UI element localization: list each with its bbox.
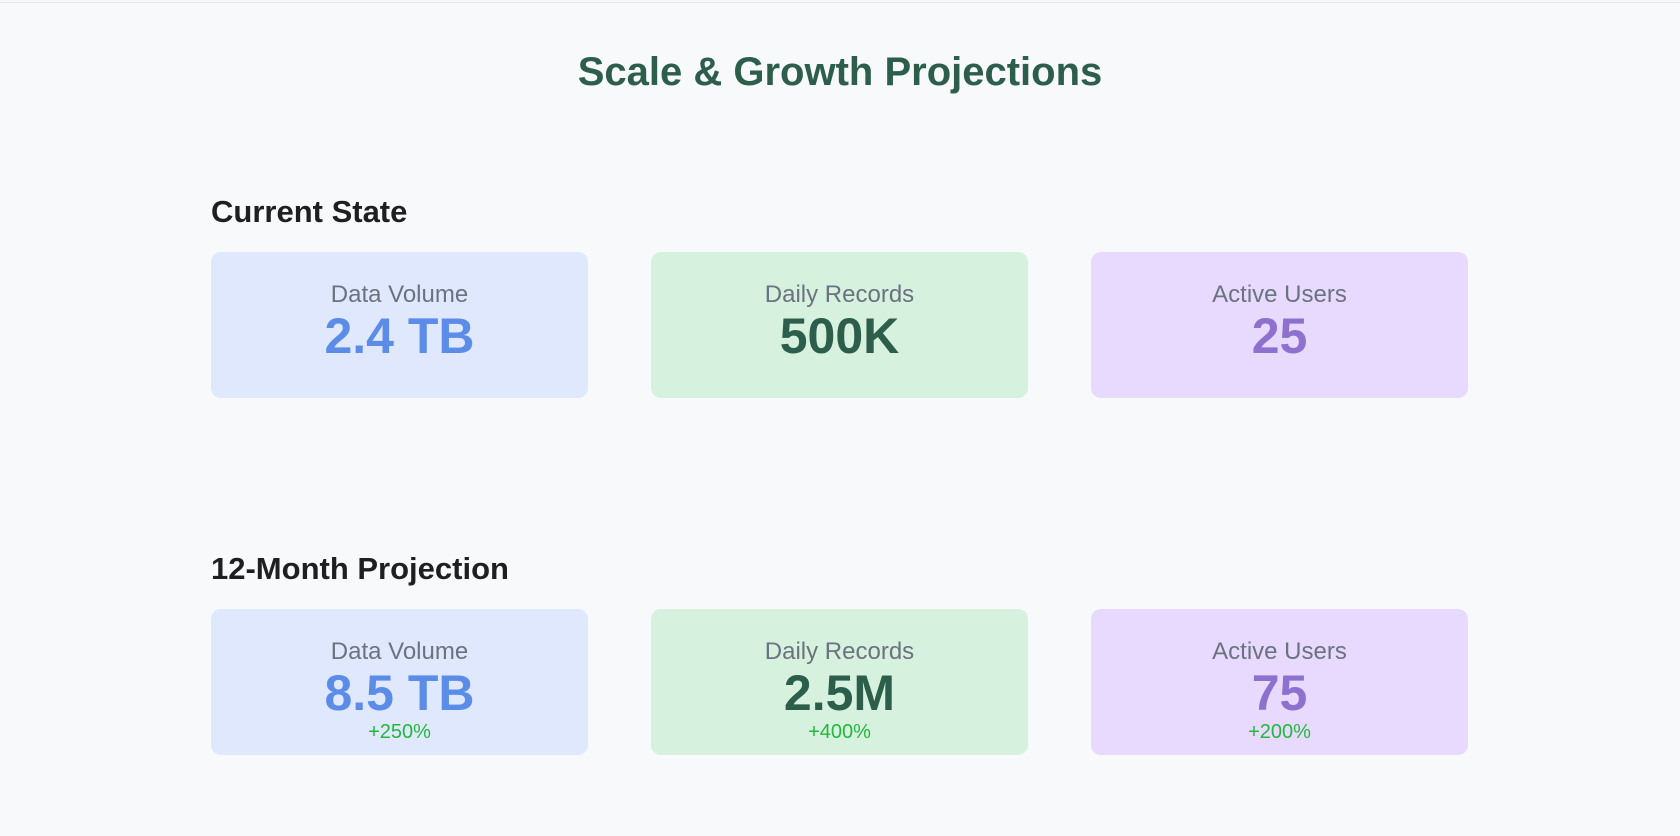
metric-value: 2.5M bbox=[783, 665, 896, 721]
metric-value: 8.5 TB bbox=[324, 665, 475, 721]
projection-section: 12-Month Projection Data Volume 8.5 TB +… bbox=[211, 549, 1469, 755]
growth-change: +200% bbox=[1248, 721, 1311, 743]
growth-change: +400% bbox=[808, 721, 871, 743]
growth-change: +250% bbox=[368, 721, 431, 743]
metric-card-data-volume: Data Volume 2.4 TB bbox=[211, 252, 588, 398]
projection-metrics: Data Volume 8.5 TB +250% Daily Records 2… bbox=[211, 609, 1469, 755]
metric-value: 500K bbox=[779, 308, 900, 364]
projection-card-active-users: Active Users 75 +200% bbox=[1091, 609, 1468, 755]
section-title-projection: 12-Month Projection bbox=[211, 551, 509, 586]
current-state-section: Current State Data Volume 2.4 TB Daily R… bbox=[211, 192, 1469, 398]
metric-value: 25 bbox=[1251, 308, 1308, 364]
projection-card-daily-records: Daily Records 2.5M +400% bbox=[651, 609, 1028, 755]
metric-card-daily-records: Daily Records 500K bbox=[651, 252, 1028, 398]
metric-label: Data Volume bbox=[330, 281, 469, 308]
metric-value: 2.4 TB bbox=[324, 308, 475, 364]
metric-label: Active Users bbox=[1212, 281, 1347, 308]
section-title-current: Current State bbox=[211, 194, 408, 229]
metric-label: Daily Records bbox=[764, 281, 915, 308]
page-title: Scale & Growth Projections bbox=[577, 50, 1103, 94]
metric-card-active-users: Active Users 25 bbox=[1091, 252, 1468, 398]
projection-card-data-volume: Data Volume 8.5 TB +250% bbox=[211, 609, 588, 755]
top-divider bbox=[0, 2, 1680, 3]
metric-value: 75 bbox=[1251, 665, 1308, 721]
metric-label: Daily Records bbox=[764, 638, 915, 665]
metric-label: Active Users bbox=[1212, 638, 1347, 665]
current-metrics: Data Volume 2.4 TB Daily Records 500K Ac… bbox=[211, 252, 1469, 398]
metric-label: Data Volume bbox=[330, 638, 469, 665]
